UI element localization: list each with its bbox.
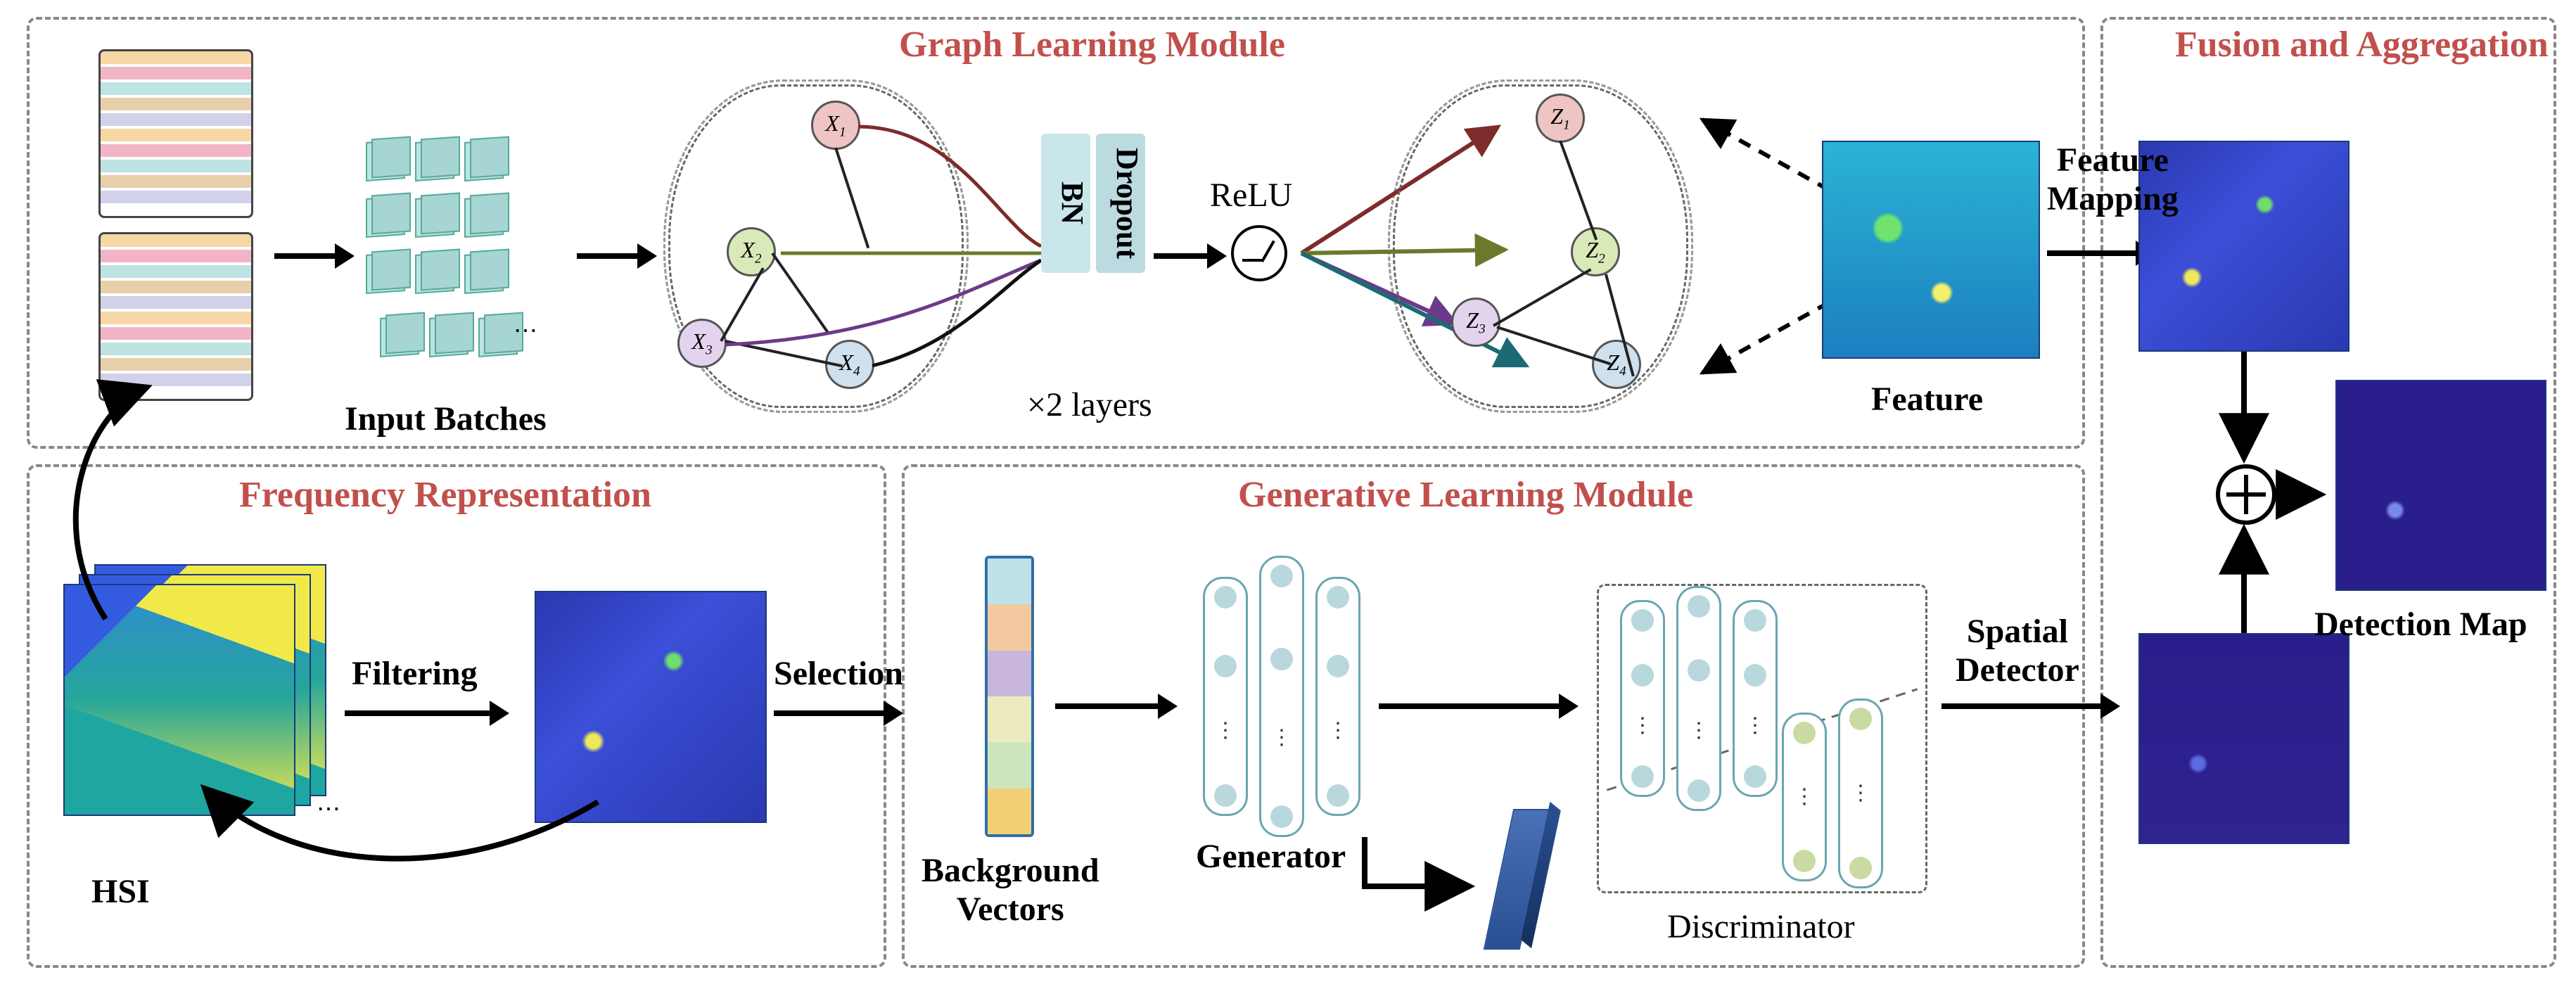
gen-col-1: ⋮ (1203, 577, 1248, 816)
graph-z-box: Z1 Z2 Z3 Z4 (1393, 84, 1688, 408)
label-feature-mapping: Feature Mapping (2047, 141, 2179, 218)
label-hsi: HSI (91, 872, 150, 911)
label-generator: Generator (1196, 837, 1346, 876)
feature-map (1822, 141, 2040, 359)
node-z3: Z3 (1451, 298, 1500, 347)
title-freq: Frequency Representation (239, 474, 651, 516)
bn-box: BN (1041, 134, 1090, 273)
background-vector (985, 556, 1034, 837)
arrow-feature-mapping (2047, 250, 2138, 256)
f-det-label: Detection Map (2314, 605, 2527, 644)
arrow-bg-to-gen (1055, 703, 1161, 709)
dropout-box: Dropout (1096, 134, 1145, 273)
label-input-batches: Input Batches (345, 400, 547, 438)
label-discriminator: Discriminator (1667, 907, 1855, 946)
arrow-selection (774, 710, 886, 716)
label-relu: ReLU (1210, 176, 1292, 215)
label-selection: Selection (774, 654, 903, 693)
input-batches: ⋯ (366, 141, 577, 373)
title-gen: Generative Learning Module (1238, 474, 1693, 516)
label-bg-vectors: Background Vectors (922, 851, 1099, 929)
freq-curve-arrows (63, 366, 767, 900)
gen-col-2: ⋮ (1259, 556, 1304, 837)
arrow-batches-to-graphx (577, 253, 640, 259)
bn-dropout-block: BN Dropout (1041, 134, 1145, 273)
arrow-stack-to-batches (274, 253, 338, 259)
title-graph: Graph Learning Module (899, 24, 1285, 65)
label-filtering: Filtering (352, 654, 478, 693)
arrow-bn-to-relu (1154, 253, 1210, 259)
gen-col-3: ⋮ (1315, 577, 1360, 816)
discriminator-box: ⋮ ⋮ ⋮ ⋮ ⋮ (1597, 584, 1927, 893)
node-z4: Z4 (1592, 340, 1641, 389)
label-feature: Feature (1871, 380, 1983, 419)
f-det (2335, 380, 2546, 591)
relu-icon (1231, 225, 1287, 281)
spectral-stack-a (98, 49, 253, 218)
arrow-spatial-detector (1941, 703, 2103, 709)
node-z1: Z1 (1536, 94, 1585, 143)
label-x2layers: ×2 layers (1027, 385, 1152, 424)
title-fusion: Fusion and Aggregation (2175, 24, 2549, 65)
label-spatial-detector: Spatial Detector (1956, 612, 2079, 689)
arrow-cuboid-to-disc (1379, 703, 1562, 709)
